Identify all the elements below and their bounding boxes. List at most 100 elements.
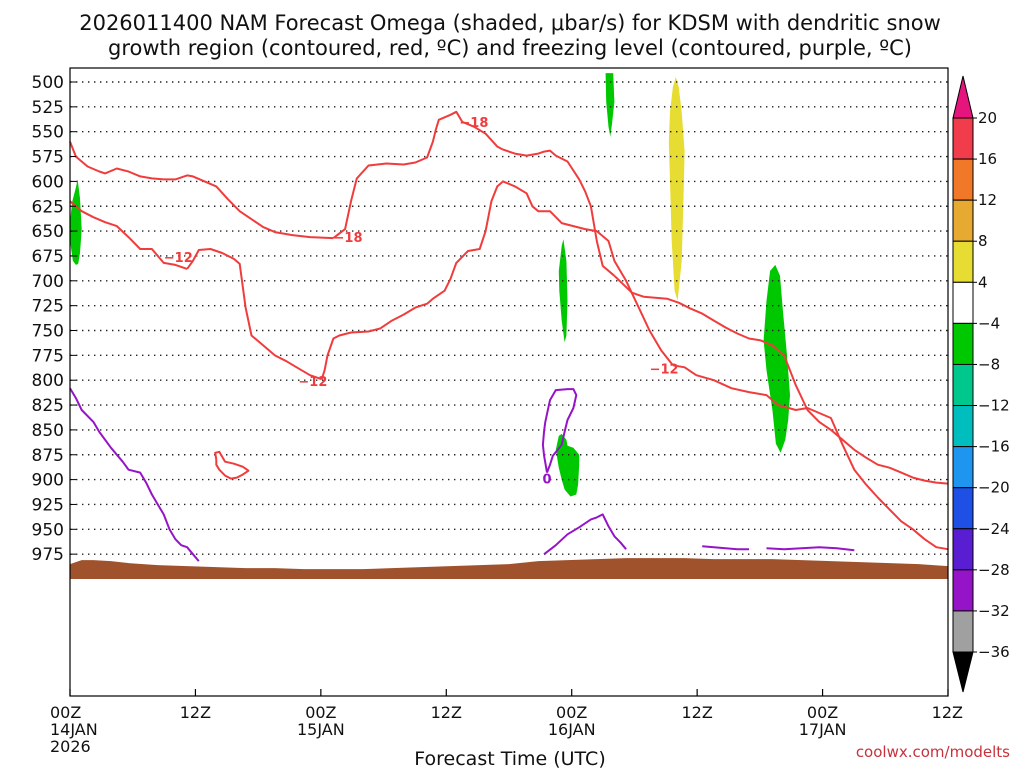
x-tick-label-1-1: 12Z — [180, 703, 211, 722]
x-tick-label-7-1: 12Z — [932, 703, 963, 722]
snow-growth-contour-5 — [672, 364, 949, 551]
omega-shade-0 — [70, 179, 82, 265]
y-tick-label-950: 950 — [32, 520, 64, 540]
grid-layer — [70, 81, 948, 555]
y-tick-label-825: 825 — [32, 396, 64, 416]
y-tick-label-575: 575 — [32, 148, 64, 168]
colorbar-label-0: 20 — [978, 109, 997, 127]
colorbar-label-13: −36 — [978, 643, 1010, 661]
colorbar-label-1: 16 — [978, 150, 997, 168]
y-tick-label-900: 900 — [32, 471, 64, 491]
colorbar-bin-10 — [952, 528, 974, 571]
omega-shade-1 — [605, 73, 615, 137]
x-tick-label-2-1: 00Z — [305, 703, 336, 722]
x-tick-label-3-1: 12Z — [431, 703, 462, 722]
plot-frame — [69, 67, 949, 697]
colorbar-bin-0 — [952, 117, 974, 160]
colorbar-label-11: −28 — [978, 561, 1010, 579]
omega-shade-4 — [555, 433, 580, 497]
y-tick-label-775: 775 — [32, 346, 64, 366]
y-tick-label-850: 850 — [32, 421, 64, 441]
colorbar-label-3: 8 — [978, 232, 988, 250]
y-tick-label-875: 875 — [32, 446, 64, 466]
colorbar-bin-2 — [952, 199, 974, 242]
freezing-level-contour-layer: 0 — [69, 387, 855, 562]
colorbar-label-7: −12 — [978, 397, 1010, 415]
colorbar-bin-3 — [952, 240, 974, 283]
chart-title: 2026011400 NAM Forecast Omega (shaded, μ… — [79, 11, 941, 60]
colorbar-label-6: −8 — [978, 355, 1000, 373]
freezing-level-contour-2 — [543, 513, 627, 555]
chart-title-line1: 2026011400 NAM Forecast Omega (shaded, μ… — [79, 11, 941, 35]
colorbar-bottom-arrow — [952, 651, 974, 693]
omega-shade-2 — [668, 77, 685, 301]
snow-growth-contour-0 — [69, 141, 334, 240]
colorbar-bin-9 — [952, 487, 974, 530]
x-tick-label-6-1: 00Z — [807, 703, 838, 722]
x-tick-label-4-2: 16JAN — [548, 720, 596, 739]
colorbar-bin-5 — [952, 322, 974, 365]
omega-shade-3 — [558, 239, 568, 343]
freezing-level-contour-3 — [702, 545, 749, 551]
colorbar-legend: 20 16 12 8 4 −4 −8 −12 −16 −20 −24 −28 −32 −36 — [952, 75, 1010, 693]
colorbar-bin-7 — [952, 405, 974, 448]
colorbar-label-9: −20 — [978, 479, 1010, 497]
plot-area: −18 −18 −12 −12 −12 0 — [69, 67, 949, 697]
x-tick-label-0-1: 00Z — [50, 703, 81, 722]
freezing-level-contour-4 — [766, 546, 855, 552]
snow-growth-contour-label-1: −18 — [334, 231, 363, 246]
colorbar-bin-4 — [952, 281, 974, 324]
y-tick-label-650: 650 — [32, 222, 64, 242]
colorbar-label-5: −4 — [978, 314, 1000, 332]
colorbar-bin-1 — [952, 158, 974, 201]
x-axis-title: Forecast Time (UTC) — [414, 748, 605, 768]
snow-growth-contour-1 — [332, 110, 616, 277]
x-tick-label-4-1: 00Z — [556, 703, 587, 722]
y-tick-label-725: 725 — [32, 297, 64, 317]
y-tick-label-700: 700 — [32, 272, 64, 292]
y-tick-label-525: 525 — [32, 98, 64, 118]
colorbar-top-arrow — [952, 75, 974, 119]
credit-text: coolwx.com/modelts — [856, 743, 1010, 761]
freezing-level-contour-1 — [541, 388, 578, 473]
x-tick-label-0-3: 2026 — [50, 737, 91, 756]
colorbar-label-4: 4 — [978, 273, 988, 291]
y-tick-label-550: 550 — [32, 123, 64, 143]
colorbar-bin-12 — [952, 610, 974, 653]
snow-growth-contour-label-2: −12 — [164, 251, 193, 266]
x-tick-label-0-2: 14JAN — [50, 720, 98, 739]
colorbar-label-8: −16 — [978, 438, 1010, 456]
colorbar-bin-6 — [952, 363, 974, 407]
y-tick-label-750: 750 — [32, 322, 64, 342]
freezing-level-contour-0 — [69, 387, 200, 562]
y-tick-label-925: 925 — [32, 495, 64, 515]
terrain-fill — [70, 558, 948, 579]
y-tick-label-675: 675 — [32, 247, 64, 267]
terrain-layer — [70, 558, 948, 579]
y-tick-label-975: 975 — [32, 545, 64, 565]
snow-growth-contour-layer: −18 −18 −12 −12 −12 — [69, 110, 949, 551]
colorbar-label-12: −32 — [978, 602, 1010, 620]
y-tick-label-800: 800 — [32, 371, 64, 391]
omega-shading-layer — [70, 73, 790, 497]
snow-growth-contour-label-0: −18 — [459, 116, 488, 131]
freezing-level-contour-label-0: 0 — [543, 473, 552, 488]
y-tick-label-625: 625 — [32, 197, 64, 217]
colorbar-label-10: −24 — [978, 520, 1010, 538]
x-tick-label-5-1: 12Z — [681, 703, 712, 722]
snow-growth-contour-4 — [320, 180, 674, 380]
y-tick-label-500: 500 — [32, 73, 64, 93]
snow-growth-contour-3 — [186, 248, 323, 381]
colorbar-bin-8 — [952, 446, 974, 489]
snow-growth-contour-6 — [613, 275, 949, 485]
colorbar-label-2: 12 — [978, 191, 997, 209]
x-tick-label-2-2: 15JAN — [297, 720, 345, 739]
snow-growth-contour-7 — [214, 450, 250, 480]
snow-growth-contour-label-4: −12 — [650, 362, 679, 377]
snow-growth-contour-2 — [69, 200, 188, 270]
y-tick-label-600: 600 — [32, 172, 64, 192]
y-axis: 500 525 550 575 600 625 650 675 700 725 750 775 800 8… — [32, 73, 76, 565]
snow-growth-contour-label-3: −12 — [298, 375, 327, 390]
